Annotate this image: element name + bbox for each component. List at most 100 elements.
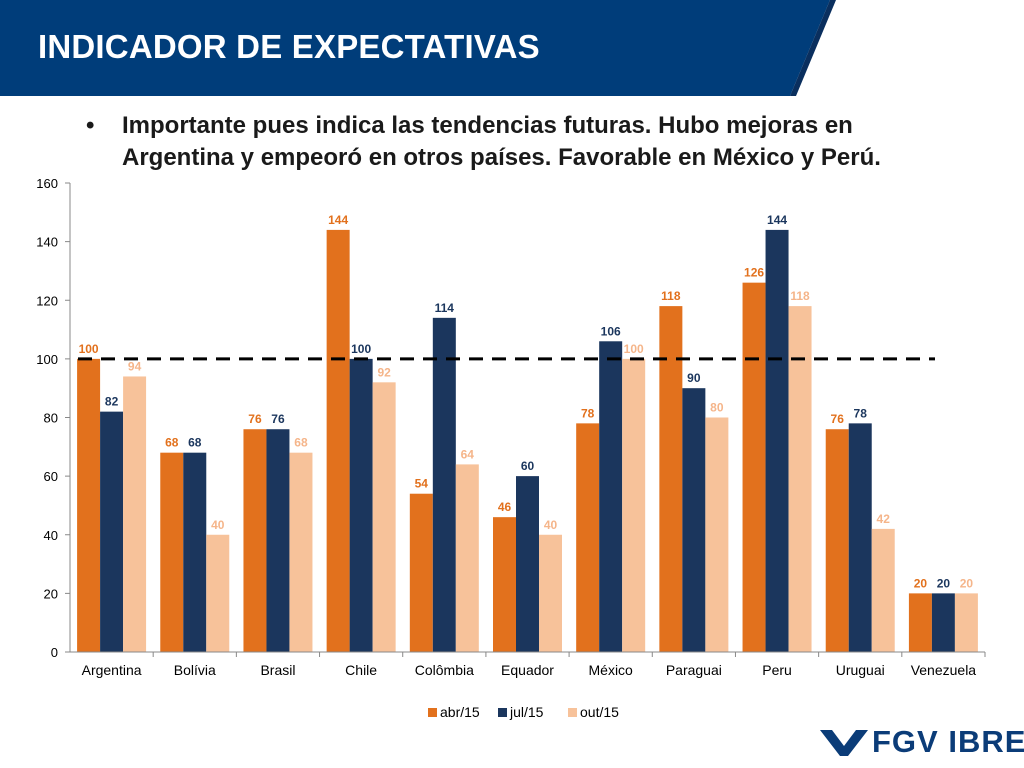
data-label: 144 (767, 213, 787, 227)
data-label: 106 (601, 324, 621, 338)
data-label: 54 (415, 477, 429, 491)
bar-abr-15-1 (160, 452, 184, 652)
x-axis: Argentina Bolívia Brasil Chile Colômbia Equad… (82, 652, 986, 678)
x-tick-label: Argentina (82, 662, 142, 678)
data-label: 40 (211, 518, 225, 532)
y-tick-label: 40 (44, 528, 58, 543)
bar-out-15-6 (622, 358, 646, 652)
data-label: 46 (498, 500, 512, 514)
data-label: 92 (377, 365, 391, 379)
bar-out-15-10 (954, 593, 978, 652)
data-label: 68 (188, 436, 202, 450)
bar-abr-15-8 (742, 282, 766, 652)
bar-jul-15-8 (765, 229, 789, 652)
bar-jul-15-1 (183, 452, 207, 652)
data-label: 100 (79, 342, 99, 356)
y-tick-label: 20 (44, 586, 58, 601)
bullet-dot-icon: • (86, 112, 95, 139)
bar-jul-15-0 (100, 411, 124, 652)
data-label: 76 (831, 412, 845, 426)
x-tick-label: Chile (345, 662, 377, 678)
data-label: 76 (248, 412, 262, 426)
slide-header: INDICADOR DE EXPECTATIVAS (0, 0, 1024, 96)
bars-group (77, 229, 978, 652)
data-label: 80 (710, 401, 724, 415)
bar-jul-15-7 (682, 388, 706, 652)
bar-abr-15-9 (825, 429, 849, 652)
bar-abr-15-6 (576, 423, 600, 652)
bar-out-15-5 (539, 534, 562, 652)
legend: abr/15 jul/15 out/15 (428, 704, 619, 720)
bar-abr-15-10 (908, 593, 932, 652)
y-tick-label: 60 (44, 469, 58, 484)
x-tick-label: Uruguai (836, 662, 885, 678)
y-tick-label: 140 (36, 235, 58, 250)
bar-jul-15-5 (516, 476, 539, 652)
y-tick-label: 80 (44, 411, 58, 426)
data-label: 20 (914, 576, 928, 590)
header-banner-shape (0, 0, 830, 96)
legend-label: out/15 (580, 704, 619, 720)
data-label: 100 (624, 342, 644, 356)
data-label: 90 (687, 371, 701, 385)
bar-abr-15-5 (493, 517, 516, 652)
bar-jul-15-3 (349, 358, 373, 652)
bar-out-15-4 (455, 464, 479, 652)
logo-text: FGV IBRE (872, 724, 1024, 759)
bar-out-15-7 (705, 417, 729, 652)
data-label: 76 (271, 412, 285, 426)
data-label: 126 (744, 266, 764, 280)
y-tick-label: 120 (36, 293, 58, 308)
bar-abr-15-3 (326, 229, 350, 652)
data-label: 78 (581, 406, 595, 420)
data-label: 78 (854, 406, 868, 420)
y-tick-label: 160 (36, 176, 58, 191)
y-tick-label: 100 (36, 352, 58, 367)
legend-label: abr/15 (440, 704, 480, 720)
logo-chevron-icon (820, 730, 868, 756)
data-label: 20 (960, 576, 974, 590)
data-label: 118 (661, 289, 681, 303)
data-label: 68 (294, 436, 308, 450)
x-tick-label: México (589, 662, 634, 678)
x-tick-label: Venezuela (911, 662, 977, 678)
bar-out-15-1 (206, 534, 230, 652)
data-label: 82 (105, 395, 119, 409)
data-label: 20 (937, 576, 951, 590)
bar-out-15-3 (372, 382, 396, 652)
legend-swatch (428, 708, 437, 717)
fgv-ibre-logo: FGV IBRE (818, 724, 1024, 760)
bullet-text: Importante pues indica las tendencias fu… (122, 112, 881, 171)
data-label: 64 (461, 447, 475, 461)
legend-swatch (568, 708, 577, 717)
x-tick-label: Paraguai (666, 662, 722, 678)
data-label: 68 (165, 436, 179, 450)
x-tick-label: Peru (762, 662, 792, 678)
header-banner-edge (790, 0, 836, 96)
x-tick-label: Colômbia (415, 662, 474, 678)
data-labels-group: 100 82 94 68 68 40 76 76 68 144 100 92 54 114 64 46 60 40… (79, 213, 974, 590)
bar-out-15-9 (871, 528, 895, 652)
bar-jul-15-9 (848, 423, 872, 652)
data-label: 100 (351, 342, 371, 356)
data-label: 118 (790, 289, 810, 303)
bar-jul-15-2 (266, 429, 290, 652)
data-label: 40 (544, 518, 558, 532)
y-tick-label: 0 (51, 645, 58, 660)
bar-jul-15-10 (931, 593, 955, 652)
x-tick-label: Brasil (260, 662, 295, 678)
slide-title: INDICADOR DE EXPECTATIVAS (38, 28, 540, 65)
bar-jul-15-6 (599, 341, 623, 652)
bar-out-15-0 (123, 376, 147, 652)
data-label: 114 (435, 301, 455, 315)
x-tick-label: Equador (501, 662, 554, 678)
data-label: 42 (877, 512, 891, 526)
bar-abr-15-4 (409, 493, 433, 652)
bar-out-15-8 (788, 306, 812, 652)
bar-jul-15-4 (432, 317, 456, 652)
header-banner (0, 0, 836, 96)
legend-label: jul/15 (509, 704, 544, 720)
legend-swatch (498, 708, 507, 717)
bar-abr-15-2 (243, 429, 267, 652)
